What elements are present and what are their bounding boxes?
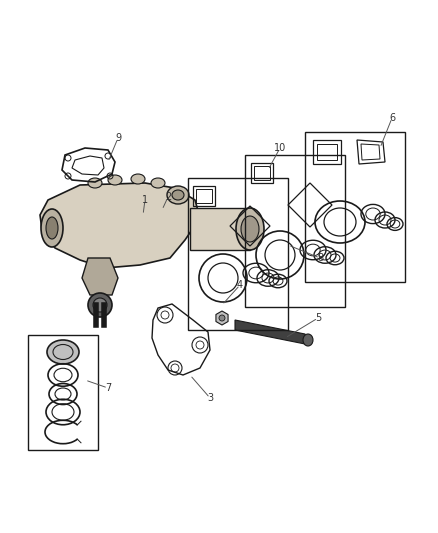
Bar (28, 335, 98, 450)
Ellipse shape (131, 174, 145, 184)
Text: 3: 3 (207, 393, 213, 403)
Polygon shape (82, 258, 118, 295)
Ellipse shape (241, 216, 259, 242)
Bar (188, 178, 288, 330)
Text: 1: 1 (142, 195, 148, 205)
Bar (190, 208, 250, 250)
Text: 4: 4 (237, 280, 243, 290)
Bar (305, 132, 405, 282)
Ellipse shape (172, 190, 184, 200)
Polygon shape (40, 183, 200, 268)
Ellipse shape (46, 217, 58, 239)
Ellipse shape (108, 175, 122, 185)
Bar (251, 163, 273, 183)
Text: 10: 10 (274, 143, 286, 153)
Bar (254, 166, 270, 180)
Bar (193, 186, 215, 206)
Polygon shape (235, 320, 308, 344)
Text: 8: 8 (317, 253, 323, 263)
Circle shape (88, 293, 112, 317)
Circle shape (93, 298, 107, 312)
Ellipse shape (151, 178, 165, 188)
Bar (317, 144, 337, 160)
Ellipse shape (303, 334, 313, 346)
Text: 2: 2 (165, 192, 171, 202)
Text: 9: 9 (115, 133, 121, 143)
Ellipse shape (47, 340, 79, 364)
Ellipse shape (41, 209, 63, 247)
Text: 6: 6 (389, 113, 395, 123)
Ellipse shape (167, 186, 189, 204)
Bar (196, 189, 212, 203)
Ellipse shape (236, 208, 264, 250)
Bar (245, 155, 345, 307)
Ellipse shape (88, 178, 102, 188)
Text: 5: 5 (315, 313, 321, 323)
Bar (313, 140, 341, 164)
Text: 7: 7 (105, 383, 111, 393)
Circle shape (219, 315, 225, 321)
